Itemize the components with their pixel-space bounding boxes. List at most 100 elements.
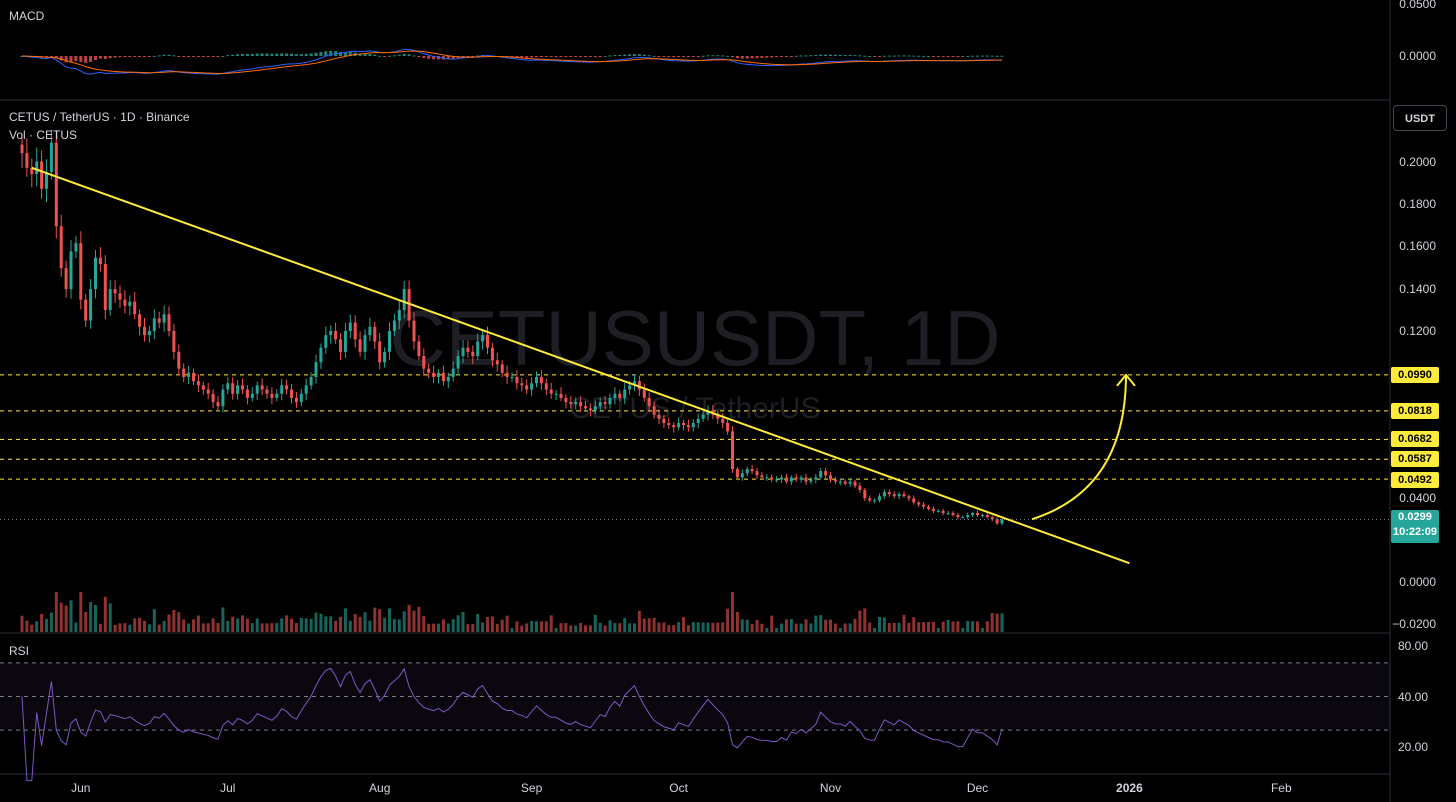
macd-histogram-bar [726, 55, 730, 57]
candle [64, 268, 68, 290]
volume-bar [353, 614, 357, 632]
candle [976, 512, 979, 516]
macd-histogram-bar [221, 55, 225, 57]
volume-bar [995, 613, 999, 632]
volume-bar [182, 619, 186, 632]
macd-histogram-bar [94, 56, 97, 60]
macd-histogram-bar [809, 55, 813, 57]
volume-bar [696, 622, 700, 632]
volume-bar [432, 623, 436, 632]
candle [412, 320, 416, 342]
macd-histogram-bar [588, 56, 592, 57]
candle [221, 389, 225, 407]
volume-bar [35, 621, 39, 632]
candle [682, 423, 685, 426]
volume-bar [211, 618, 215, 632]
macd-histogram-bar [187, 56, 191, 57]
candle [941, 510, 945, 513]
macd-histogram-bar [236, 54, 240, 56]
macd-histogram-bar [241, 53, 244, 56]
time-axis-tick: Feb [1271, 781, 1292, 795]
volume-bar [535, 621, 538, 632]
symbol-title[interactable]: CETUS / TetherUS · 1D · Binance [9, 110, 190, 124]
candle [848, 481, 852, 484]
candle [152, 318, 156, 331]
macd-histogram-bar [74, 56, 78, 62]
candle [490, 347, 494, 361]
volume-bar [162, 621, 166, 632]
candle [946, 512, 950, 514]
volume-label[interactable]: Vol · CETUS [9, 128, 78, 142]
volume-bar [584, 625, 587, 632]
macd-histogram-bar [84, 56, 88, 63]
volume-bar [471, 624, 475, 632]
volume-bar [172, 610, 176, 632]
candle [544, 383, 548, 390]
volume-bar [157, 624, 161, 632]
volume-bar [348, 620, 352, 632]
volume-bar [564, 623, 568, 632]
candle [143, 326, 146, 336]
macd-histogram-bar [922, 55, 926, 57]
candle [196, 381, 200, 386]
macd-histogram-bar [260, 53, 264, 56]
currency-unit-button[interactable]: USDT [1393, 105, 1447, 131]
candle [520, 383, 524, 386]
macd-histogram-bar [530, 56, 534, 58]
candle [799, 477, 803, 480]
candle [373, 326, 377, 342]
macd-histogram-bar [427, 56, 431, 59]
price-axis-tick: 0.0000 [1399, 575, 1436, 589]
volume-bar [961, 628, 965, 632]
candle [951, 512, 955, 516]
candle [157, 318, 161, 323]
macd-histogram-bar [647, 55, 651, 57]
macd-histogram-bar [177, 56, 181, 57]
volume-bar [339, 616, 342, 632]
candle [471, 351, 475, 357]
volume-bar [74, 622, 78, 632]
candle [584, 406, 587, 409]
volume-bar [863, 608, 867, 632]
volume-bar [290, 618, 293, 632]
macd-histogram-bar [731, 56, 734, 58]
candle [334, 330, 338, 340]
volume-bar [990, 613, 994, 632]
candle [902, 494, 906, 497]
volume-bar [701, 622, 705, 632]
volume-bar [167, 614, 171, 632]
candle [94, 257, 97, 290]
volume-bar [20, 615, 24, 632]
volume-bar [554, 628, 558, 632]
time-axis-tick: Jul [220, 781, 235, 795]
macd-histogram-bar [157, 55, 161, 57]
candle [794, 477, 798, 480]
macd-histogram-bar [584, 56, 587, 57]
candle [922, 504, 926, 507]
macd-histogram-bar [628, 54, 632, 56]
macd-histogram-bar [608, 55, 612, 57]
volume-bar [118, 623, 122, 632]
volume-bar [618, 623, 622, 632]
candle [211, 393, 215, 403]
candle [20, 144, 24, 154]
projection-arrow [1031, 374, 1127, 521]
volume-bar [270, 623, 274, 632]
level-tag-0818: 0.0818 [1391, 403, 1439, 419]
volume-bar [706, 622, 710, 632]
volume-bar [878, 616, 881, 632]
rsi-label[interactable]: RSI [9, 644, 30, 658]
candle [745, 469, 749, 474]
candle [735, 469, 739, 478]
macd-histogram-bar [275, 53, 279, 56]
volume-bar [936, 628, 940, 632]
macd-histogram-bar [569, 56, 573, 58]
candle [927, 506, 930, 509]
macd-histogram-bar [990, 55, 994, 57]
volume-bar [721, 622, 725, 632]
candle [383, 351, 387, 363]
candle [701, 414, 705, 419]
candle [525, 385, 529, 390]
candle [348, 322, 352, 331]
